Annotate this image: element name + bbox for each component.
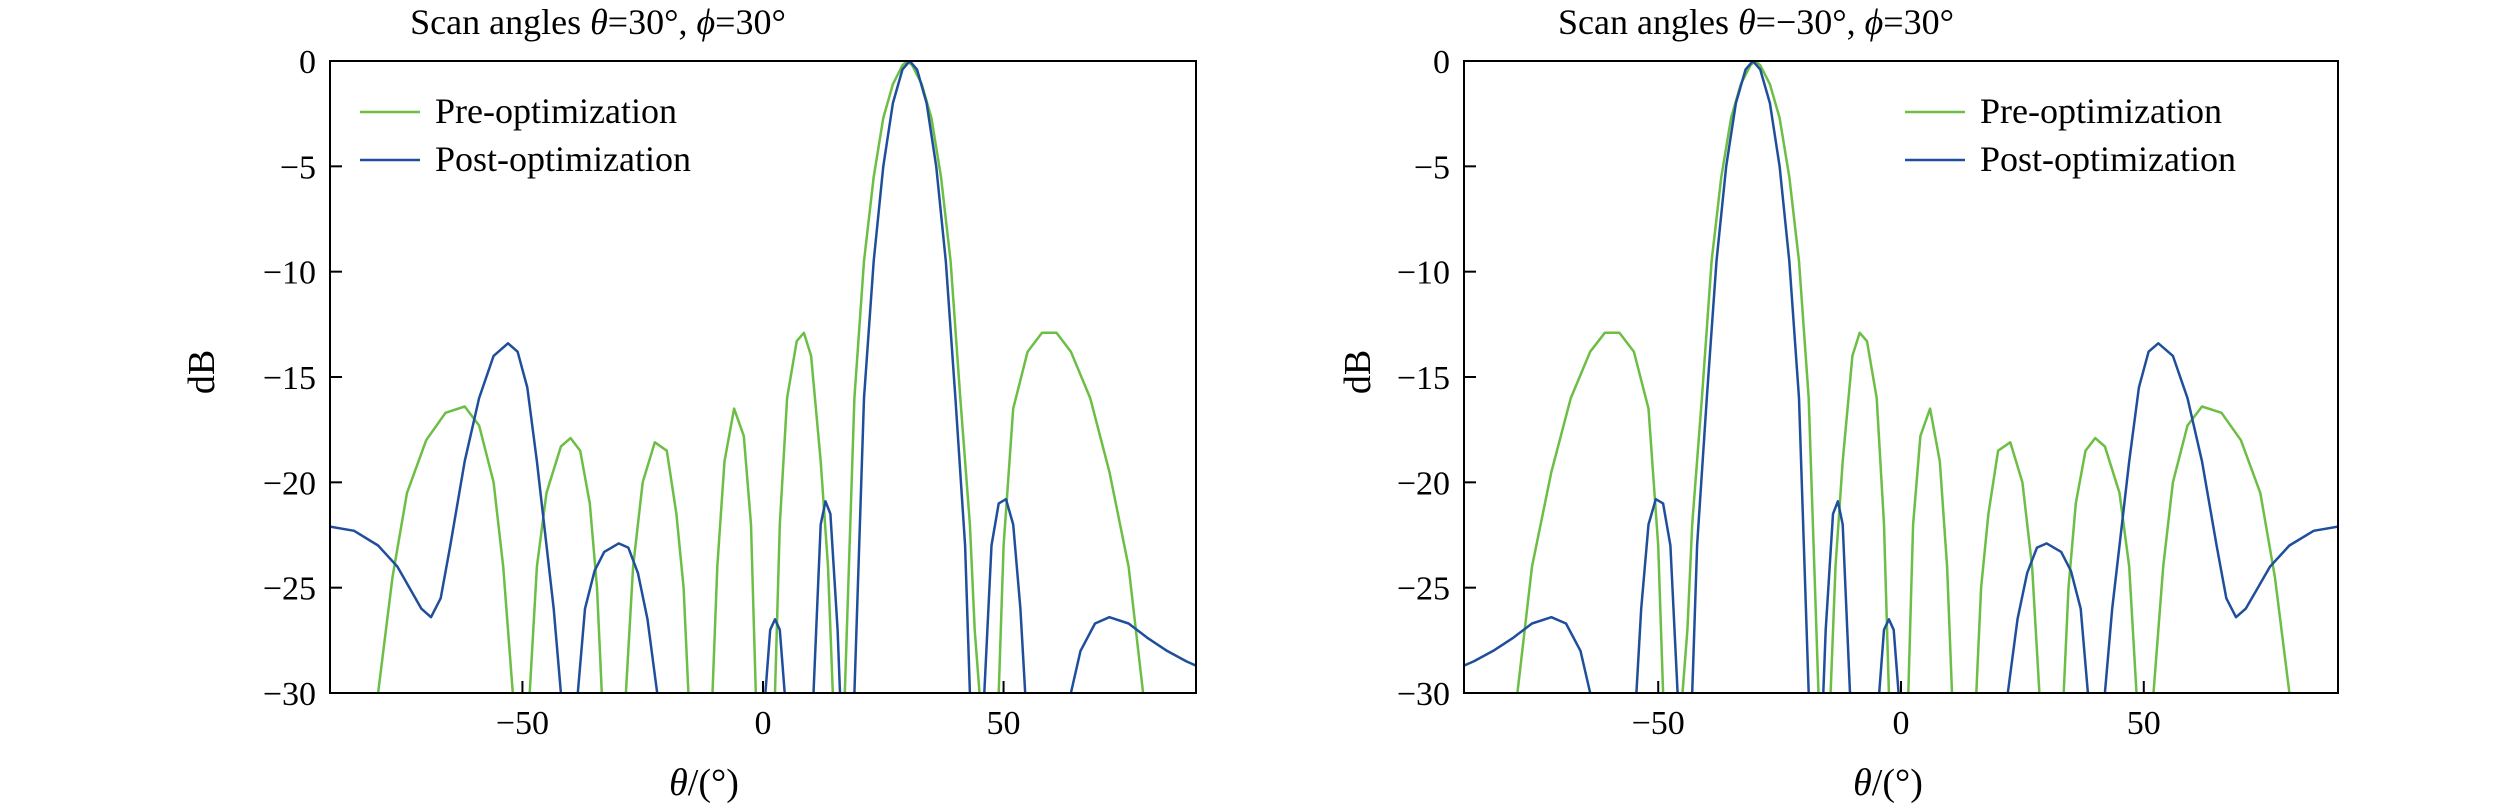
chart-right: Scan angles θ=−30°, ϕ=30° dB θ/(°) −50 0 5… bbox=[1337, 2, 2339, 804]
chart-right-legend: Pre-optimization Post-optimization bbox=[1905, 91, 2236, 179]
y-tick-label: −30 bbox=[1397, 676, 1450, 713]
legend-item-pre-optimization: Pre-optimization bbox=[1905, 91, 2222, 131]
y-tick-label: −30 bbox=[263, 676, 316, 713]
y-tick-label: −20 bbox=[1397, 465, 1450, 502]
series-post-optimization-line-right-3 bbox=[1822, 500, 1852, 693]
y-tick-label: 0 bbox=[299, 44, 316, 81]
series-pre-optimization-line-right-5 bbox=[2062, 436, 2138, 693]
chart-right-series-layer bbox=[1464, 61, 2338, 693]
series-post-optimization-line-right-1 bbox=[1635, 497, 1679, 693]
legend-label-post-optimization: Post-optimization bbox=[1980, 139, 2236, 179]
series-post-optimization-line-left-5 bbox=[983, 497, 1027, 693]
legend-label-pre-optimization: Pre-optimization bbox=[435, 91, 677, 131]
x-tick-label: 0 bbox=[755, 705, 772, 742]
series-pre-optimization-line-right-0 bbox=[1516, 331, 1665, 693]
y-tick-label: −20 bbox=[263, 465, 316, 502]
y-tick-label: −25 bbox=[263, 571, 316, 608]
chart-left-xlabel: θ/(°) bbox=[669, 762, 739, 804]
chart-left-ticks: −50 0 50 0 −5 −10 −15 −20 −25 −30 bbox=[263, 44, 1021, 742]
x-tick-label: −50 bbox=[496, 705, 549, 742]
series-post-optimization-line-left-4 bbox=[853, 61, 972, 693]
y-tick-label: −15 bbox=[263, 360, 316, 397]
x-tick-label: 0 bbox=[1893, 705, 1910, 742]
series-pre-optimization-line-right-3 bbox=[1907, 407, 1954, 693]
chart-left-plot-frame bbox=[329, 60, 1197, 694]
y-tick-label: 0 bbox=[1433, 44, 1450, 81]
chart-left-ylabel: dB bbox=[181, 350, 223, 394]
chart-right-ylabel: dB bbox=[1337, 350, 1379, 394]
series-post-optimization-line-left-2 bbox=[764, 618, 786, 693]
chart-left: Scan angles θ=30°, ϕ=30° dB θ/(°) −50 0 50… bbox=[181, 2, 1197, 804]
series-post-optimization-line-right-6 bbox=[2103, 342, 2338, 693]
series-post-optimization-line-right-2 bbox=[1690, 61, 1810, 693]
y-tick-label: −25 bbox=[1397, 571, 1450, 608]
series-post-optimization-line-right-0 bbox=[1464, 615, 1592, 693]
series-post-optimization-line-left-3 bbox=[812, 500, 842, 693]
chart-right-ticks: −50 0 50 0 −5 −10 −15 −20 −25 −30 bbox=[1397, 44, 2161, 742]
series-pre-optimization-line-left-6 bbox=[997, 331, 1145, 693]
y-tick-label: −5 bbox=[280, 149, 316, 186]
legend-item-post-optimization: Post-optimization bbox=[1905, 139, 2236, 179]
legend-label-pre-optimization: Pre-optimization bbox=[1980, 91, 2222, 131]
x-tick-label: −50 bbox=[1632, 705, 1685, 742]
legend-label-post-optimization: Post-optimization bbox=[435, 139, 691, 179]
series-pre-optimization-line-left-3 bbox=[711, 407, 758, 693]
series-pre-optimization-line-right-2 bbox=[1829, 331, 1891, 693]
chart-left-series-layer bbox=[330, 61, 1196, 693]
chart-left-title: Scan angles θ=30°, ϕ=30° bbox=[410, 2, 786, 42]
series-pre-optimization-line-left-1 bbox=[528, 436, 604, 693]
series-post-optimization-line-left-0 bbox=[330, 342, 563, 693]
legend-item-post-optimization: Post-optimization bbox=[360, 139, 691, 179]
legend-item-pre-optimization: Pre-optimization bbox=[360, 91, 677, 131]
series-post-optimization-line-right-5 bbox=[2006, 542, 2090, 693]
chart-right-title: Scan angles θ=−30°, ϕ=30° bbox=[1558, 2, 1954, 42]
chart-right-xlabel: θ/(°) bbox=[1853, 762, 1923, 804]
x-tick-label: 50 bbox=[987, 705, 1021, 742]
series-pre-optimization-line-left-0 bbox=[376, 405, 515, 693]
series-pre-optimization-line-right-6 bbox=[2152, 405, 2291, 693]
series-post-optimization-line-left-6 bbox=[1069, 615, 1196, 693]
y-tick-label: −15 bbox=[1397, 360, 1450, 397]
series-pre-optimization-line-left-4 bbox=[773, 331, 835, 693]
series-pre-optimization-line-right-4 bbox=[1975, 441, 2041, 693]
series-pre-optimization-line-left-2 bbox=[624, 441, 690, 693]
series-post-optimization-line-right-4 bbox=[1877, 618, 1900, 693]
x-tick-label: 50 bbox=[2127, 705, 2161, 742]
series-post-optimization-line-left-1 bbox=[576, 542, 659, 693]
y-tick-label: −10 bbox=[1397, 255, 1450, 292]
y-tick-label: −5 bbox=[1414, 149, 1450, 186]
chart-right-plot-frame bbox=[1463, 60, 2339, 694]
chart-left-legend: Pre-optimization Post-optimization bbox=[360, 91, 691, 179]
y-tick-label: −10 bbox=[263, 255, 316, 292]
